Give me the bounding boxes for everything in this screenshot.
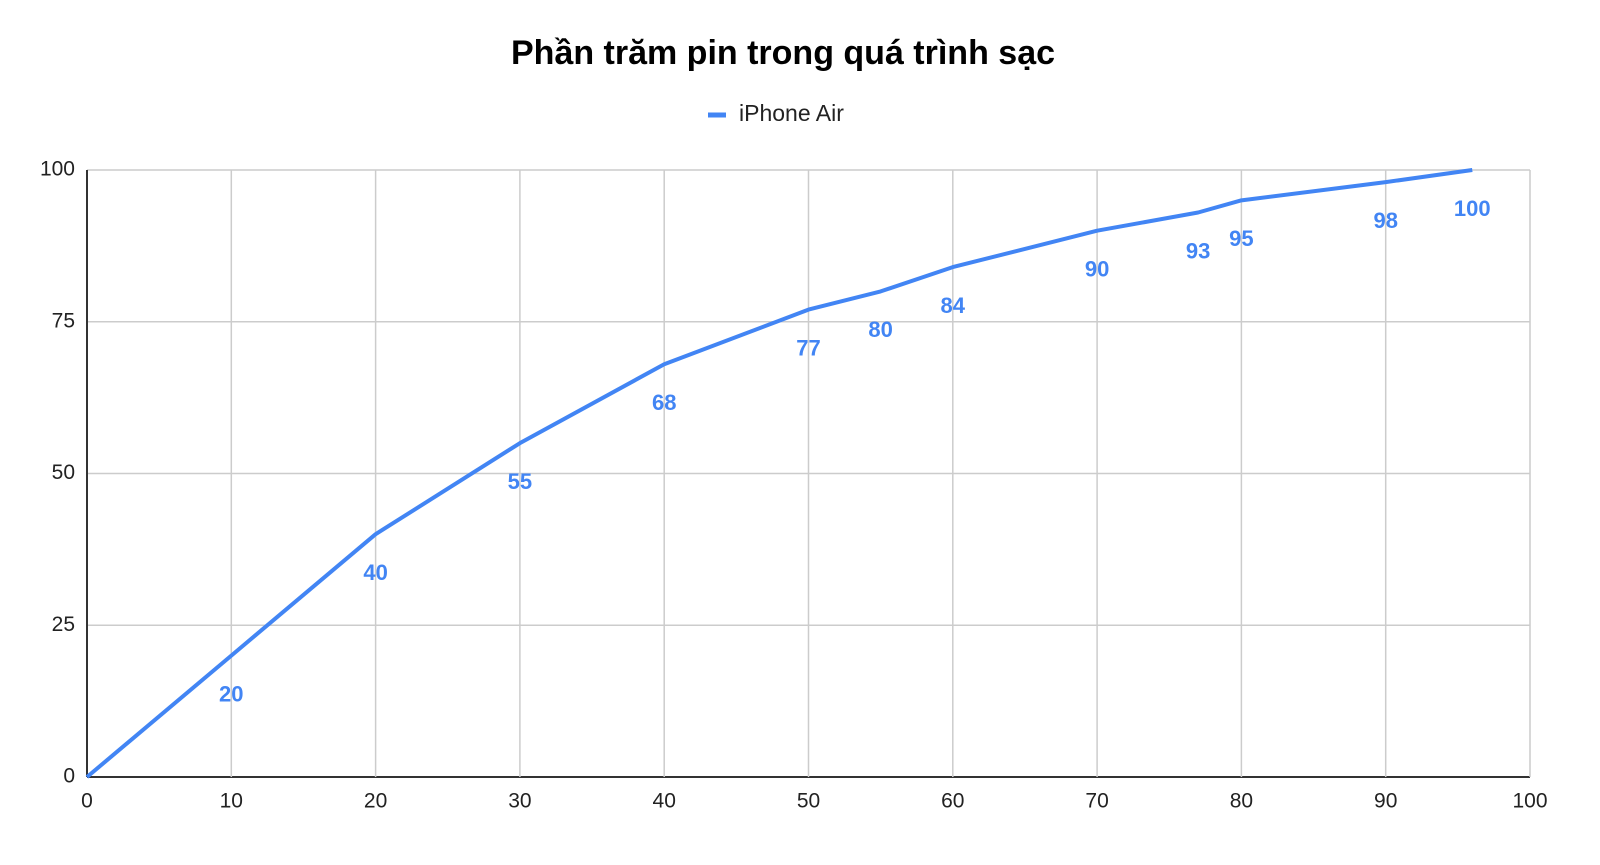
- y-tick-label: 0: [63, 765, 75, 788]
- x-tick-label: 30: [508, 790, 531, 813]
- data-label: 100: [1454, 196, 1491, 221]
- data-label: 93: [1186, 238, 1210, 263]
- data-label: 68: [652, 390, 676, 415]
- x-tick-label: 10: [220, 790, 243, 813]
- x-tick-label: 80: [1230, 790, 1253, 813]
- legend-label: iPhone Air: [739, 100, 844, 126]
- x-tick-label: 50: [797, 790, 820, 813]
- data-label: 84: [941, 293, 966, 318]
- chart-title: Phần trăm pin trong quá trình sạc: [511, 34, 1055, 72]
- data-label: 90: [1085, 257, 1109, 282]
- data-label: 80: [868, 317, 892, 342]
- y-tick-label: 50: [52, 461, 75, 484]
- data-label: 20: [219, 681, 243, 706]
- x-tick-label: 60: [941, 790, 964, 813]
- x-tick-label: 100: [1512, 790, 1547, 813]
- y-tick-label: 100: [40, 158, 75, 181]
- x-tick-label: 20: [364, 790, 387, 813]
- data-label: 77: [796, 335, 820, 360]
- y-tick-label: 25: [52, 613, 75, 636]
- x-tick-label: 70: [1085, 790, 1108, 813]
- x-tick-label: 40: [653, 790, 676, 813]
- line: [85, 168, 1473, 779]
- x-tick-label: 90: [1374, 790, 1397, 813]
- x-tick-label: 0: [81, 790, 93, 813]
- y-tick-label: 75: [52, 309, 75, 332]
- data-label: 95: [1229, 226, 1253, 251]
- data-label: 98: [1373, 208, 1397, 233]
- data-label: 55: [508, 469, 532, 494]
- data-label: 40: [363, 560, 387, 585]
